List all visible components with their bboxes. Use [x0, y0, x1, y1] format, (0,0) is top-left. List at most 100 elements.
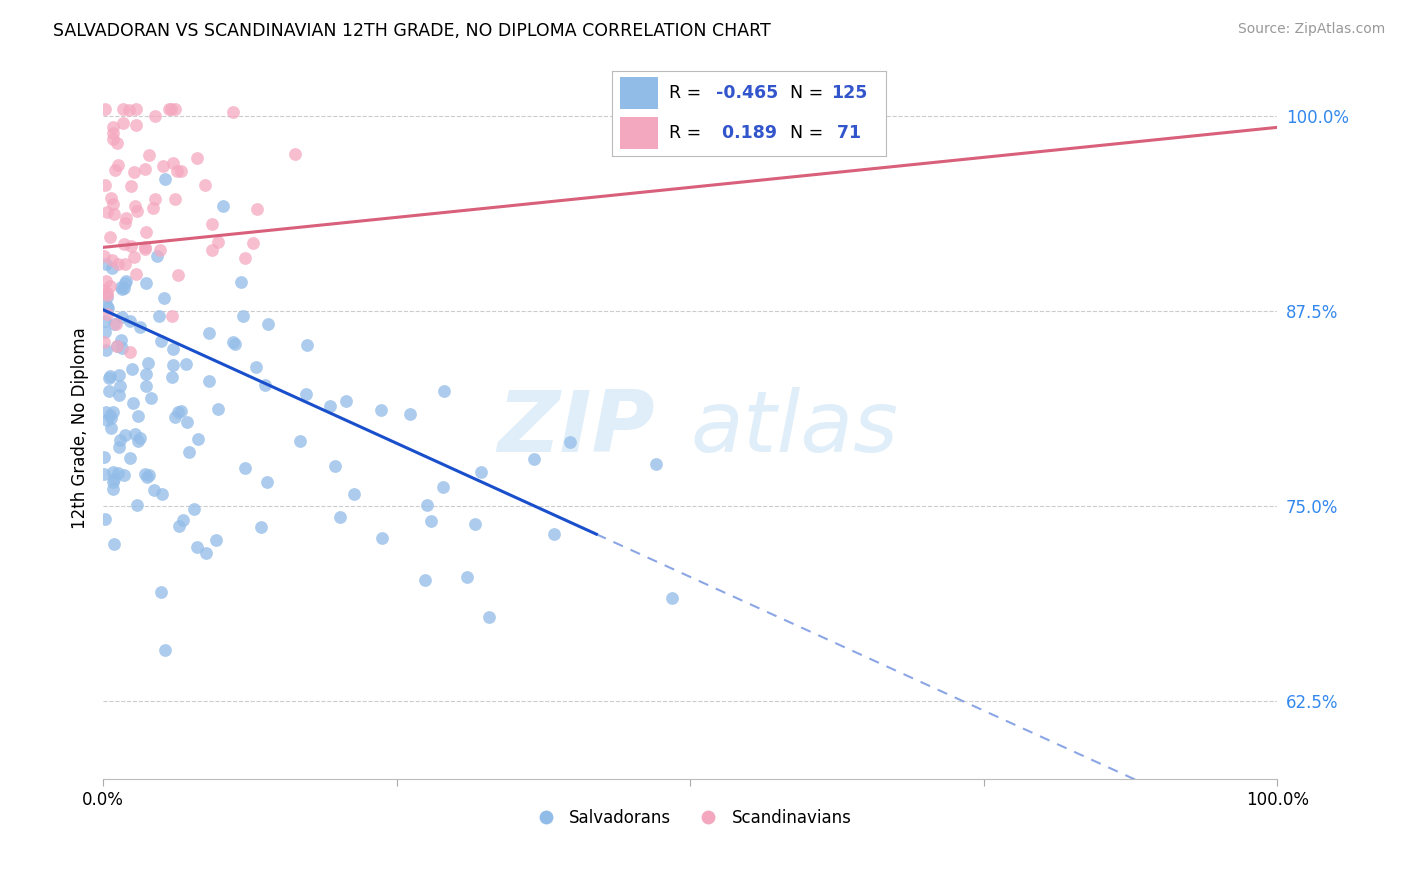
Point — [110, 341, 132, 355]
Point — [129, 431, 152, 445]
Point — [107, 368, 129, 382]
Point — [101, 197, 124, 211]
Legend: Salvadorans, Scandinavians: Salvadorans, Scandinavians — [523, 803, 858, 834]
Point — [96, 288, 118, 302]
Point — [107, 158, 129, 172]
Text: ZIP: ZIP — [498, 386, 655, 470]
Point — [127, 204, 149, 219]
Point — [167, 405, 190, 419]
Point — [108, 388, 131, 402]
Point — [127, 434, 149, 448]
Point — [135, 379, 157, 393]
Point — [194, 178, 217, 192]
Point — [295, 338, 318, 352]
Point — [162, 342, 184, 356]
Point — [125, 118, 148, 132]
Point — [96, 257, 118, 271]
Point — [118, 345, 141, 359]
Point — [183, 502, 205, 516]
Point — [162, 358, 184, 372]
Point — [233, 251, 256, 265]
Point — [229, 275, 252, 289]
Point — [172, 513, 194, 527]
Point — [107, 257, 129, 271]
Point — [148, 310, 170, 324]
Point — [207, 235, 229, 249]
Point — [110, 282, 132, 296]
Text: 71: 71 — [831, 124, 860, 142]
Point — [104, 163, 127, 178]
Point — [187, 432, 209, 446]
Point — [103, 404, 125, 418]
Point — [413, 574, 436, 588]
Point — [118, 451, 141, 466]
Point — [94, 314, 117, 328]
Point — [110, 280, 132, 294]
Point — [138, 468, 160, 483]
Point — [94, 178, 117, 193]
Point — [152, 159, 174, 173]
Point — [253, 378, 276, 392]
Point — [294, 387, 316, 401]
Point — [97, 371, 120, 385]
Point — [105, 339, 128, 353]
Y-axis label: 12th Grade, No Diploma: 12th Grade, No Diploma — [72, 327, 89, 529]
Point — [150, 487, 173, 501]
Point — [135, 225, 157, 239]
Point — [343, 487, 366, 501]
Point — [135, 276, 157, 290]
Point — [416, 498, 439, 512]
Point — [371, 531, 394, 545]
Point — [186, 540, 208, 554]
Point — [96, 405, 118, 419]
Point — [160, 102, 183, 116]
Point — [101, 126, 124, 140]
Point — [134, 242, 156, 256]
Point — [125, 267, 148, 281]
Point — [134, 162, 156, 177]
Text: R =: R = — [669, 124, 707, 142]
Point — [163, 102, 186, 116]
Point — [232, 309, 254, 323]
Point — [560, 434, 582, 449]
Point — [114, 257, 136, 271]
Point — [118, 103, 141, 117]
Point — [222, 104, 245, 119]
Point — [142, 202, 165, 216]
Point — [146, 249, 169, 263]
Point — [139, 392, 162, 406]
Point — [103, 120, 125, 135]
Point — [104, 317, 127, 331]
Point — [98, 384, 121, 398]
Point — [212, 198, 235, 212]
Point — [470, 465, 492, 479]
Point — [114, 428, 136, 442]
Point — [100, 421, 122, 435]
Point — [242, 235, 264, 250]
Point — [101, 132, 124, 146]
Point — [645, 457, 668, 471]
Point — [138, 148, 160, 162]
Point — [127, 409, 149, 424]
Point — [143, 483, 166, 498]
Point — [456, 570, 478, 584]
Point — [464, 516, 486, 531]
Point — [222, 335, 245, 350]
Point — [94, 343, 117, 357]
Point — [198, 326, 221, 340]
Text: N =: N = — [790, 85, 828, 103]
Point — [661, 591, 683, 605]
Point — [166, 268, 188, 282]
Point — [93, 467, 115, 482]
Point — [93, 334, 115, 349]
Point — [143, 109, 166, 123]
Point — [201, 244, 224, 258]
Point — [165, 193, 187, 207]
Point — [205, 533, 228, 548]
Point — [432, 480, 454, 494]
Point — [112, 281, 135, 295]
Point — [398, 408, 420, 422]
Point — [101, 465, 124, 479]
Point — [149, 334, 172, 349]
Point — [94, 325, 117, 339]
